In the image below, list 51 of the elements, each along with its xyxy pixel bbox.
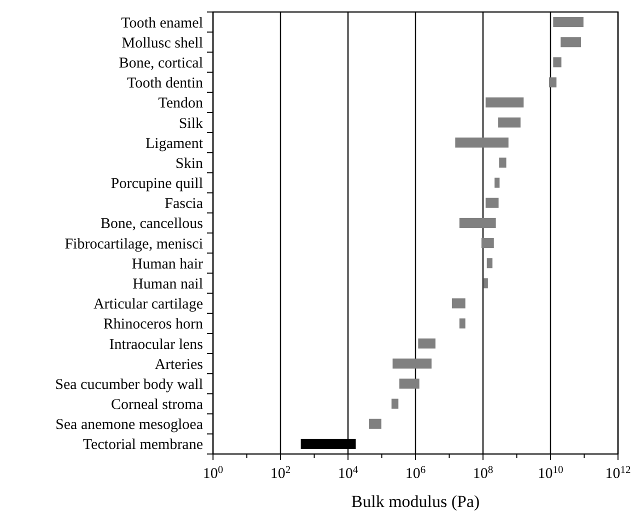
x-tick-label: 10$^{0}$ [202, 464, 224, 482]
bar [486, 97, 524, 108]
bar [498, 117, 521, 128]
bar [369, 418, 382, 429]
bar [399, 378, 420, 389]
y-tick-label: Tendon [158, 96, 204, 112]
y-tick-label: Intraocular lens [109, 336, 204, 353]
bar [486, 198, 499, 208]
bar [553, 17, 584, 28]
bar [455, 138, 509, 148]
y-tick-label: Sea cucumber body wall [55, 376, 203, 393]
bar [484, 278, 488, 288]
bar [392, 398, 398, 409]
y-tick-label: Skin [175, 156, 204, 172]
y-tick-label: Bone, cortical [118, 55, 203, 72]
bar [548, 77, 556, 88]
y-tick-label: Tectorial membrane [82, 437, 204, 454]
x-axis-title: Bulk modulus (Pa) [351, 492, 480, 511]
bar [560, 37, 581, 48]
bar [392, 358, 432, 369]
bar [494, 178, 500, 188]
bar [452, 298, 466, 308]
bar [553, 57, 562, 68]
x-tick-label: 10$^{2}$ [270, 464, 291, 482]
y-tick-label: Human hair [132, 256, 203, 272]
x-tick-label: 10$^{12}$ [605, 464, 631, 482]
y-tick-label: Mollusc shell [122, 35, 203, 52]
bar [481, 238, 494, 248]
y-tick-label: Corneal stroma [110, 397, 204, 414]
y-tick-label: Silk [178, 116, 204, 132]
x-tick-label: 10$^{10}$ [538, 464, 564, 482]
y-tick-label: Ligament [146, 136, 204, 152]
y-tick-label: Porcupine quill [110, 176, 203, 192]
bar [486, 258, 492, 268]
y-tick-label: Sea anemone mesogloea [56, 417, 204, 434]
y-tick-label: Arteries [154, 356, 204, 373]
y-tick-label: Rhinoceros horn [103, 316, 204, 333]
bar [418, 338, 436, 349]
y-tick-label: Tooth enamel [121, 15, 203, 32]
y-tick-label: Tooth dentin [126, 76, 204, 92]
y-tick-label: Bone, cancellous [100, 216, 204, 232]
y-tick-label: Articular cartilage [93, 296, 204, 313]
bar [459, 318, 466, 328]
bar [499, 158, 506, 168]
x-tick-label: 10$^{4}$ [338, 464, 359, 482]
x-tick-label: 10$^{8}$ [472, 464, 494, 482]
y-tick-label: Fibrocartilage, menisci [64, 236, 203, 252]
y-tick-label: Fascia [164, 196, 204, 212]
bar [459, 218, 496, 228]
y-tick-label: Human nail [132, 276, 203, 292]
x-tick-label: 10$^{6}$ [405, 464, 426, 482]
